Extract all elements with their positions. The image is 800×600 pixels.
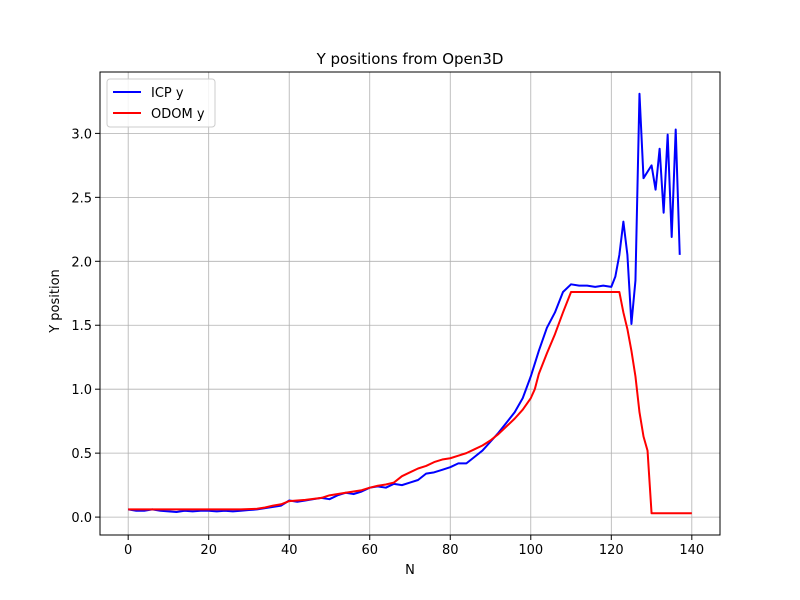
series-line-0 [128,92,681,513]
x-tick-label: 120 [599,543,624,558]
y-tick-label: 0.0 [71,511,92,526]
legend-label: ODOM y [151,107,205,122]
x-tick-label: 80 [442,543,459,558]
y-tick-label: 3.0 [71,127,92,142]
series-group [128,92,692,515]
legend-label: ICP y [151,86,184,101]
y-tick-label: 1.0 [71,383,92,398]
x-tick-label: 60 [361,543,378,558]
x-tick-label: 140 [679,543,704,558]
chart-title: Y positions from Open3D [316,50,504,68]
plot-frame [99,71,721,536]
x-axis-label: N [405,563,415,578]
y-tick-label: 0.5 [71,447,92,462]
y-axis-label: Y position [48,269,63,334]
legend: ICP y ODOM y [106,78,216,128]
grid-lines [100,72,720,535]
y-tick-label: 1.5 [71,319,92,334]
x-tick-label: 40 [281,543,298,558]
x-tick-label: 20 [200,543,217,558]
y-tick-label: 2.5 [71,191,92,206]
axis-ticks: 0 20 40 60 80 100 120 140 0.0 0.5 1.0 1.5 2.0 2.5 3.0 [71,127,704,558]
x-tick-label: 100 [518,543,543,558]
x-tick-label: 0 [124,543,132,558]
series-line-1 [128,290,692,515]
y-tick-label: 2.0 [71,255,92,270]
